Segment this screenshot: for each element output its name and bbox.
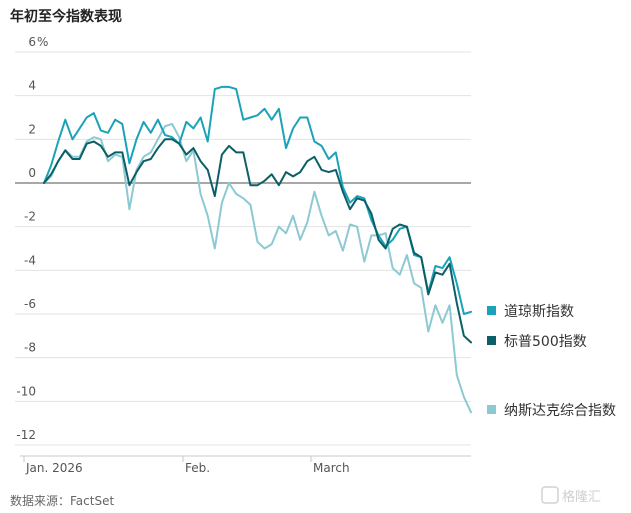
- watermark: 格隆汇: [541, 486, 601, 505]
- chart-title: 年初至今指数表现: [10, 8, 122, 25]
- y-tick-label: 6: [28, 35, 36, 49]
- y-tick-label: -6: [24, 297, 36, 311]
- y-tick-label: -10: [16, 384, 36, 398]
- y-tick-label: 0: [28, 166, 36, 180]
- x-tick-label: March: [313, 461, 350, 475]
- legend-label: 纳斯达克综合指数: [504, 403, 616, 419]
- x-tick-label: Jan. 2026: [25, 461, 83, 475]
- y-tick-label: -12: [16, 428, 36, 442]
- y-tick-label: 4: [28, 79, 36, 93]
- x-axis: Jan. 2026 Feb. March: [20, 455, 471, 475]
- y-tick-label: -8: [24, 341, 36, 355]
- legend-label: 标普500指数: [504, 334, 587, 350]
- y-tick-label: -4: [24, 253, 36, 267]
- y-axis: 6 % 4 2 0 -2 -4 -6 -8 -10 -12: [16, 35, 48, 442]
- legend-swatch: [487, 336, 496, 345]
- series-line-1: [43, 138, 472, 344]
- legend-swatch: [487, 405, 496, 414]
- y-unit-label: %: [37, 35, 48, 49]
- watermark-logo-icon: [541, 486, 559, 504]
- series-lines: [43, 85, 472, 414]
- grid: [15, 51, 471, 446]
- series-line-0: [43, 85, 472, 315]
- x-tick-label: Feb.: [185, 461, 210, 475]
- legend-label: 道琼斯指数: [504, 304, 574, 320]
- legend-swatch: [487, 306, 496, 315]
- series-line-2: [43, 123, 472, 414]
- y-tick-label: 2: [28, 122, 36, 136]
- source-note: 数据来源：FactSet: [10, 493, 114, 508]
- y-tick-label: -2: [24, 210, 36, 224]
- watermark-text: 格隆汇: [562, 489, 601, 505]
